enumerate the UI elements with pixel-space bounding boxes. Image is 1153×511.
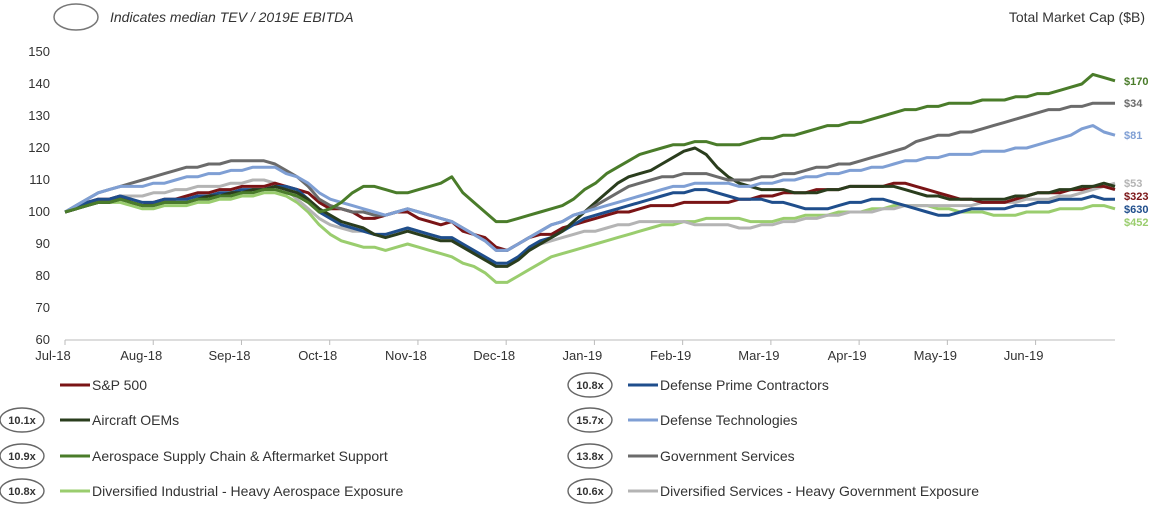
series-line-1 xyxy=(64,184,1115,265)
series-line-0 xyxy=(64,181,1116,252)
x-tick-label: Oct-18 xyxy=(298,348,337,363)
x-tick-label: Mar-19 xyxy=(738,348,779,363)
legend-item-5: 13.8x Government Services xyxy=(567,443,795,469)
legend-label: Aerospace Supply Chain & Aftermarket Sup… xyxy=(92,448,388,464)
y-tick-label: 130 xyxy=(28,108,50,123)
multiple-badge-text: 10.9x xyxy=(8,451,36,463)
multiple-badge-text: 10.8x xyxy=(576,380,604,392)
legend-item-0: S&P 500 xyxy=(60,377,147,393)
multiple-badge-outline xyxy=(567,478,613,504)
multiple-badge-outline xyxy=(567,443,613,469)
legend-item-6: 10.8x Diversified Industrial - Heavy Aero… xyxy=(0,478,403,504)
legend-label: Defense Technologies xyxy=(660,412,798,428)
y-tick-label: 100 xyxy=(28,204,50,219)
multiple-badge-text: 13.8x xyxy=(576,451,604,463)
multiple-badge-text: 10.1x xyxy=(8,415,36,427)
x-tick-label: Feb-19 xyxy=(650,348,691,363)
x-tick-label: Jan-19 xyxy=(563,348,603,363)
end-label-5: $34 xyxy=(1124,98,1143,110)
x-tick-label: Nov-18 xyxy=(385,348,427,363)
y-tick-label: 70 xyxy=(36,300,50,315)
legend-label: Aircraft OEMs xyxy=(92,412,179,428)
series-lines xyxy=(64,72,1116,284)
legend-item-7: 10.6x Diversified Services - Heavy Govern… xyxy=(567,478,979,504)
multiple-badge-outline xyxy=(567,372,613,398)
series-line-4 xyxy=(64,72,1116,224)
y-tick-label: 110 xyxy=(29,172,50,187)
legend-label: Government Services xyxy=(660,448,795,464)
legend-item-2: 10.1x Aircraft OEMs xyxy=(0,407,179,433)
y-tick-label: 60 xyxy=(36,332,50,347)
y-axis: 60 70 80 90 100 110 120 130 140 150 xyxy=(28,44,50,347)
median-multiple-note: Indicates median TEV / 2019E EBITDA xyxy=(110,9,354,25)
legend-label: Diversified Services - Heavy Government … xyxy=(660,483,979,499)
x-axis: Jul-18 Aug-18 Sep-18 Oct-18 Nov-18 Dec-18 Jan-… xyxy=(35,340,1043,363)
end-label-7: $53 xyxy=(1124,178,1142,190)
end-label-6: $452 xyxy=(1124,217,1148,229)
legend-label: Defense Prime Contractors xyxy=(660,377,829,393)
x-tick-label: Apr-19 xyxy=(828,348,867,363)
series-line-6 xyxy=(64,191,1116,284)
legend-label: S&P 500 xyxy=(92,377,147,393)
end-label-0: $323 xyxy=(1124,191,1148,203)
chart-title: Total Market Cap ($B) xyxy=(1009,9,1145,25)
multiple-badge-outline xyxy=(567,407,613,433)
series-line-3 xyxy=(64,124,1116,252)
y-tick-label: 120 xyxy=(28,140,50,155)
legend: S&P 500 10.8x Defense Prime Contractors10.… xyxy=(0,372,979,504)
x-tick-label: Dec-18 xyxy=(473,348,515,363)
multiple-badge-text: 15.7x xyxy=(576,415,604,427)
y-tick-label: 140 xyxy=(28,76,50,91)
end-label-4: $170 xyxy=(1124,76,1148,88)
note-ellipse xyxy=(53,3,99,31)
end-labels: $170 $34 $81 $53$323$630$452 xyxy=(1124,76,1148,229)
series-line-7 xyxy=(64,178,1116,265)
x-tick-label: Jul-18 xyxy=(35,348,70,363)
multiple-badge-outline xyxy=(0,478,45,504)
y-tick-label: 80 xyxy=(36,268,50,283)
multiple-badge-text: 10.8x xyxy=(8,486,36,498)
multiple-badge-text: 10.6x xyxy=(576,486,604,498)
x-tick-label: Aug-18 xyxy=(120,348,162,363)
x-tick-label: Sep-18 xyxy=(209,348,251,363)
x-tick-label: Jun-19 xyxy=(1004,348,1044,363)
end-label-1: $630 xyxy=(1124,204,1148,216)
legend-item-4: 10.9x Aerospace Supply Chain & Aftermarke… xyxy=(0,443,388,469)
y-tick-label: 90 xyxy=(36,236,50,251)
legend-item-3: 15.7x Defense Technologies xyxy=(567,407,798,433)
multiple-badge-outline xyxy=(0,443,45,469)
y-tick-label: 150 xyxy=(28,44,50,59)
legend-label: Diversified Industrial - Heavy Aerospace… xyxy=(92,483,403,499)
x-tick-label: May-19 xyxy=(914,348,957,363)
series-line-5 xyxy=(64,101,1115,252)
legend-item-1: 10.8x Defense Prime Contractors xyxy=(567,372,829,398)
multiple-badge-outline xyxy=(0,407,45,433)
end-label-3: $81 xyxy=(1124,130,1142,142)
